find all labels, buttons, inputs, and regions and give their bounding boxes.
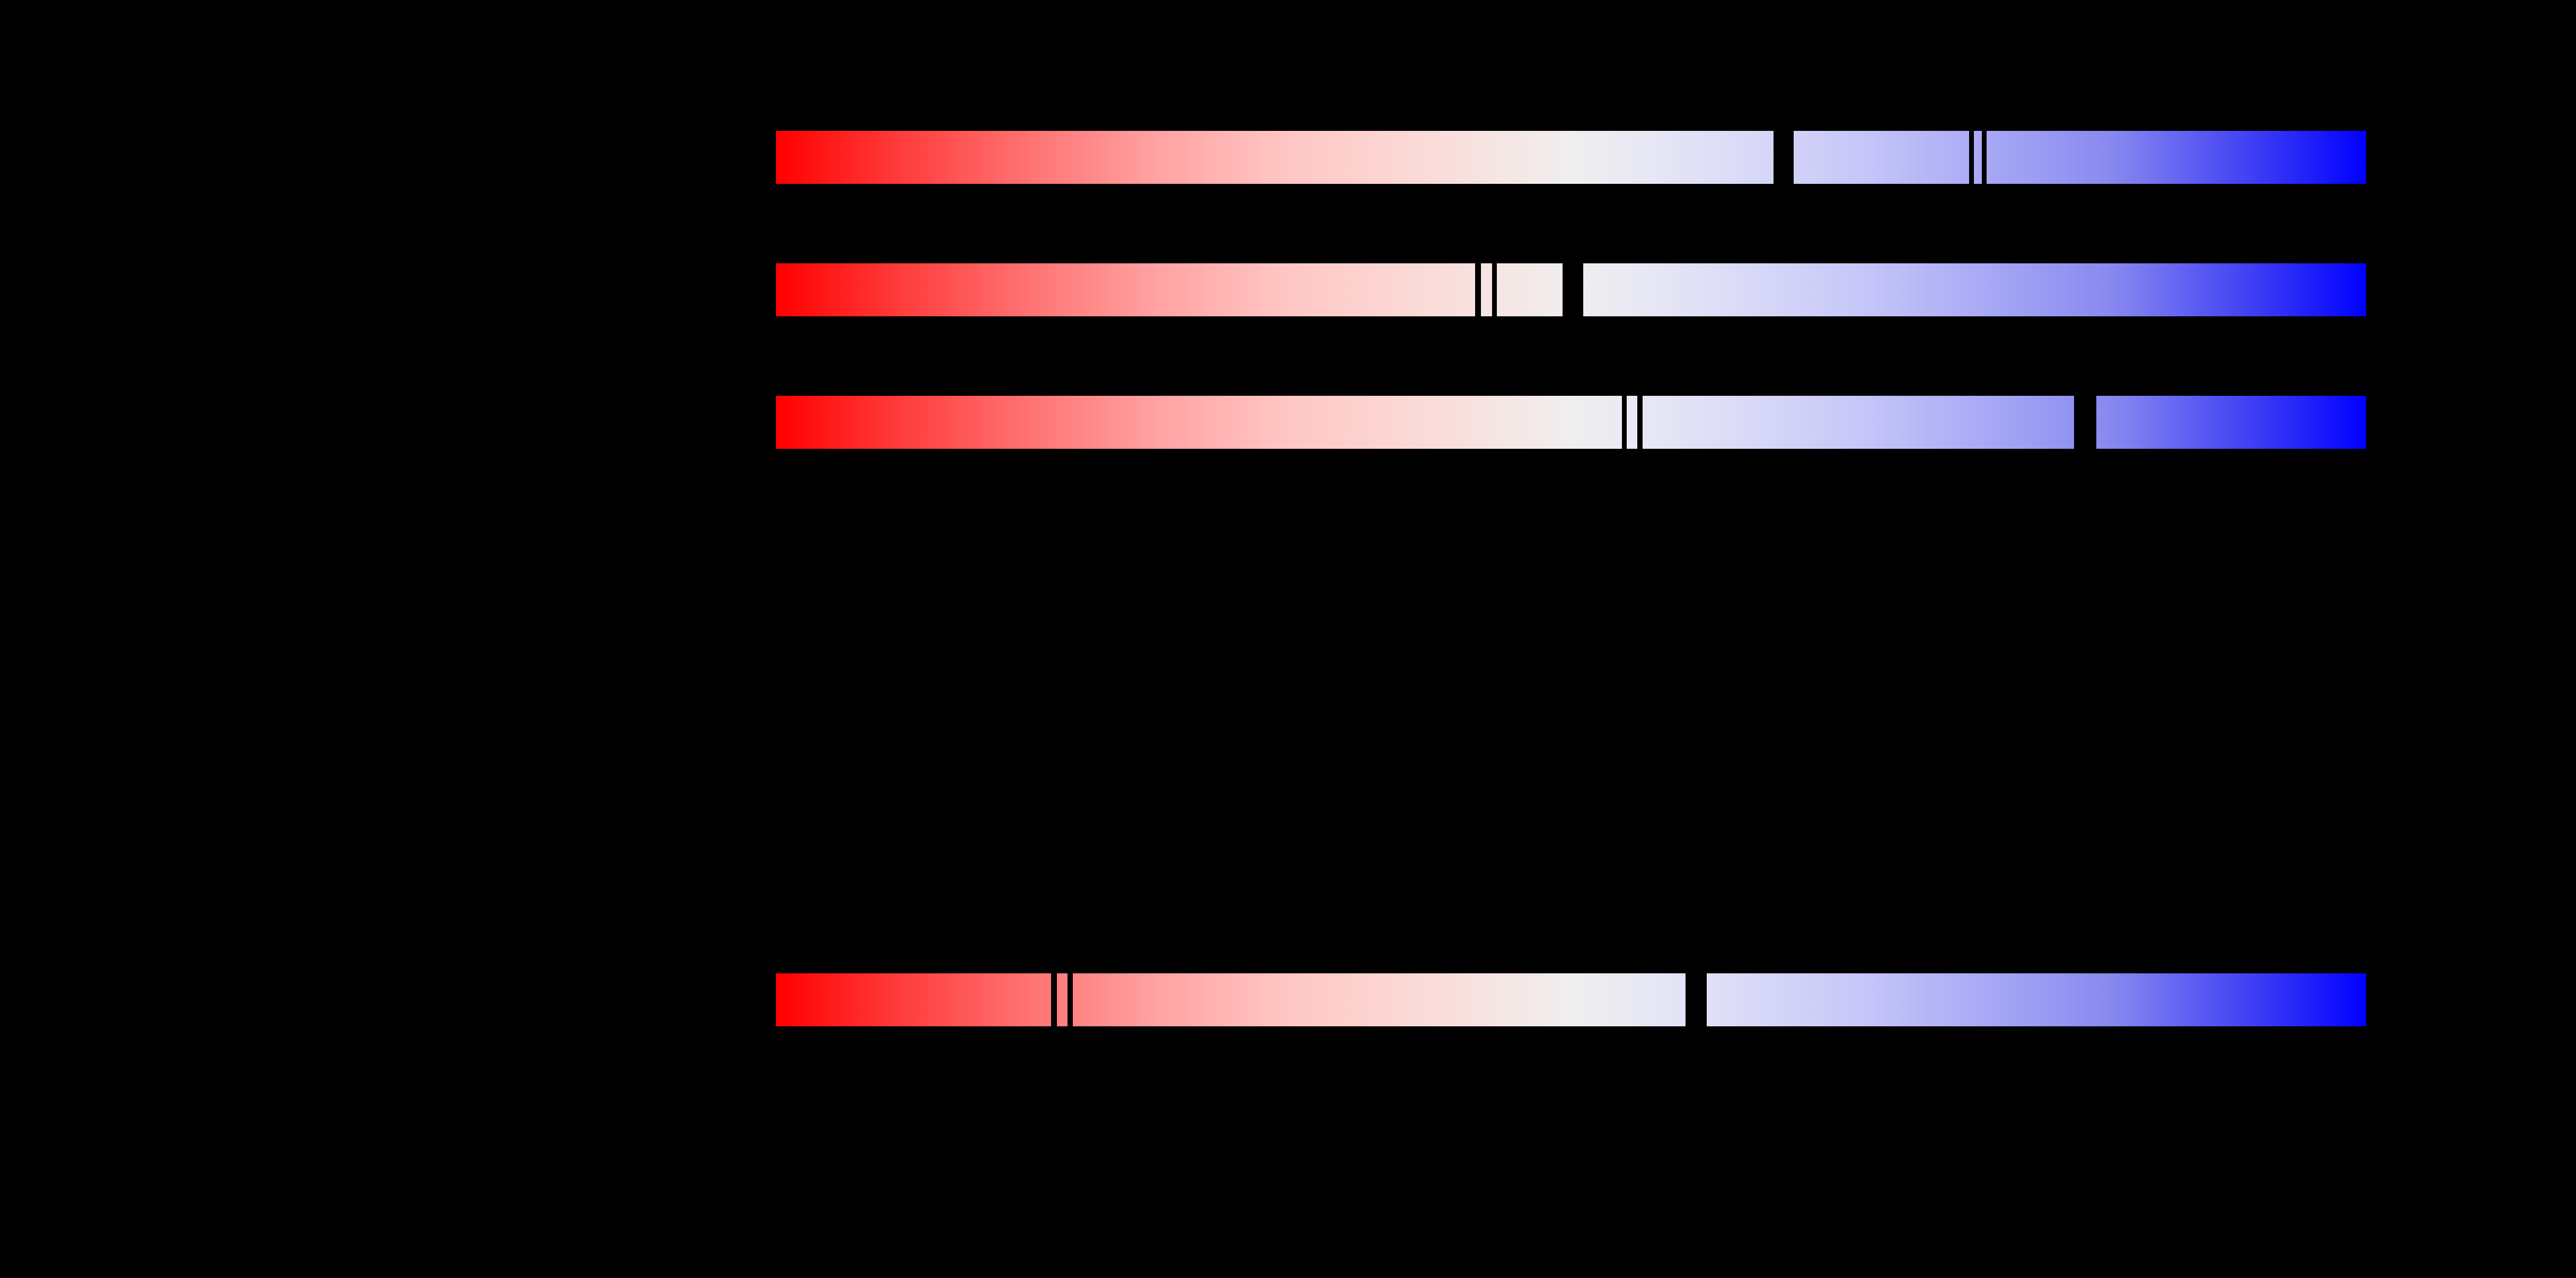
colorbar-row-1 <box>776 131 2366 184</box>
tick-line-marker <box>1475 263 1481 316</box>
tick-line-marker <box>1982 131 1987 184</box>
tick-line-marker <box>1637 396 1643 449</box>
colorbar-row-3 <box>776 396 2366 449</box>
tick-line-marker <box>1051 973 1057 1026</box>
colorbar-row-4 <box>776 973 2366 1026</box>
class-break-marker <box>1686 973 1707 1026</box>
colorbar-row-2 <box>776 263 2366 316</box>
class-break-marker <box>2074 396 2096 449</box>
tick-line-marker <box>1492 263 1497 316</box>
class-break-marker <box>1774 131 1794 184</box>
tick-line-marker <box>1068 973 1073 1026</box>
tick-line-marker <box>1622 396 1627 449</box>
tick-line-marker <box>1969 131 1974 184</box>
class-break-marker <box>1563 263 1583 316</box>
